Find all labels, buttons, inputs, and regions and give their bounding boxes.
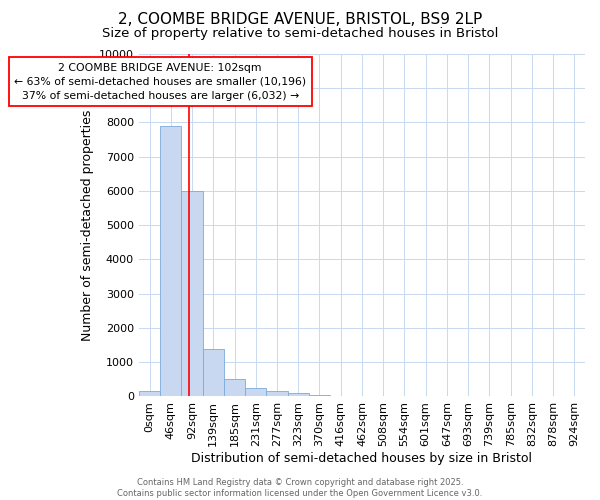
X-axis label: Distribution of semi-detached houses by size in Bristol: Distribution of semi-detached houses by …	[191, 452, 532, 465]
Bar	[224, 380, 245, 396]
Y-axis label: Number of semi-detached properties: Number of semi-detached properties	[80, 110, 94, 341]
Bar	[266, 392, 287, 396]
Bar	[139, 392, 160, 396]
Text: 2, COOMBE BRIDGE AVENUE, BRISTOL, BS9 2LP: 2, COOMBE BRIDGE AVENUE, BRISTOL, BS9 2L…	[118, 12, 482, 28]
Bar	[287, 393, 309, 396]
Bar	[160, 126, 181, 396]
Bar	[203, 348, 224, 397]
Text: Size of property relative to semi-detached houses in Bristol: Size of property relative to semi-detach…	[102, 28, 498, 40]
Text: Contains HM Land Registry data © Crown copyright and database right 2025.
Contai: Contains HM Land Registry data © Crown c…	[118, 478, 482, 498]
Text: 2 COOMBE BRIDGE AVENUE: 102sqm
← 63% of semi-detached houses are smaller (10,196: 2 COOMBE BRIDGE AVENUE: 102sqm ← 63% of …	[14, 62, 306, 100]
Bar	[245, 388, 266, 396]
Bar	[181, 191, 203, 396]
